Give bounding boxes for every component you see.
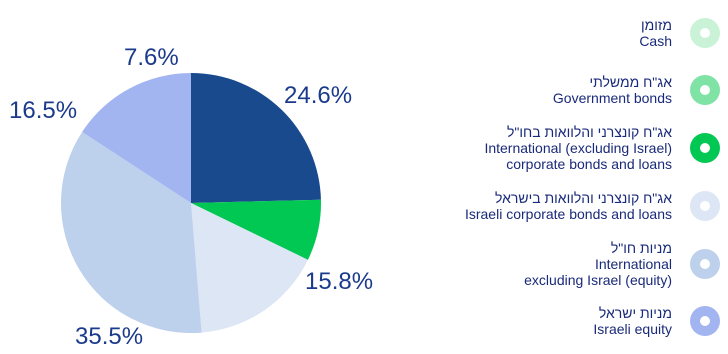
legend-label: מזומן Cash — [639, 17, 672, 49]
legend: מזומן Cash אג"ח ממשלתי Government bonds אג"ח… — [360, 0, 728, 354]
legend-label-hebrew: אג"ח קונצרני והלוואות בחו"ל — [506, 124, 672, 140]
legend-item: אג"ח קונצרני והלוואות בישראל Israeli corp… — [360, 186, 728, 226]
legend-label-hebrew: מזומן — [640, 17, 672, 33]
legend-label-english: Israeli corporate bonds and loans — [464, 206, 672, 222]
legend-label-english: International (excluding Israel) — [484, 140, 672, 156]
pie-slice-4 — [60, 131, 202, 334]
legend-swatch-icon — [690, 18, 720, 48]
legend-label-english: International — [594, 256, 672, 272]
legend-label-english: Israeli equity — [593, 321, 672, 337]
legend-item: מניות חו"ל International excluding Israel … — [360, 240, 728, 288]
legend-swatch-icon — [690, 75, 720, 105]
legend-label-hebrew: מניות ישראל — [598, 305, 672, 321]
legend-label: אג"ח קונצרני והלוואות בחו"ל International… — [484, 124, 672, 172]
legend-label: מניות ישראל Israeli equity — [593, 305, 672, 337]
pie-data-label: 15.8% — [305, 268, 374, 295]
legend-item: מזומן Cash — [360, 13, 728, 53]
legend-label: מניות חו"ל International excluding Israel … — [524, 240, 672, 288]
legend-label-hebrew: אג"ח ממשלתי — [589, 74, 672, 90]
pie-chart — [60, 73, 322, 334]
legend-label: אג"ח ממשלתי Government bonds — [553, 74, 672, 106]
legend-item: מניות ישראל Israeli equity — [360, 301, 728, 341]
legend-swatch-icon — [690, 191, 720, 221]
legend-swatch-icon — [690, 249, 720, 279]
pie-slice-3 — [191, 203, 308, 333]
legend-swatch-icon — [690, 306, 720, 336]
pie-slice-5 — [82, 73, 191, 203]
legend-label-english: Cash — [639, 33, 672, 49]
legend-label-hebrew: מניות חו"ל — [610, 240, 672, 256]
pie-data-label: 16.5% — [9, 97, 78, 124]
legend-label-english: corporate bonds and loans — [506, 156, 672, 172]
pie-data-label: 24.6% — [284, 82, 353, 109]
pie-data-label: 35.5% — [75, 323, 144, 350]
pie-data-label: 7.6% — [124, 44, 179, 71]
legend-swatch-icon — [690, 133, 720, 163]
pie-slice-2 — [191, 199, 322, 260]
legend-label-english: Government bonds — [552, 90, 672, 106]
legend-item: אג"ח ממשלתי Government bonds — [360, 70, 728, 110]
pie-slice-1 — [191, 73, 321, 203]
legend-label: אג"ח קונצרני והלוואות בישראל Israeli corp… — [465, 190, 672, 222]
legend-item: אג"ח קונצרני והלוואות בחו"ל International… — [360, 124, 728, 172]
legend-label-hebrew: אג"ח קונצרני והלוואות בישראל — [494, 190, 672, 206]
legend-label-english: excluding Israel (equity) — [524, 272, 672, 288]
